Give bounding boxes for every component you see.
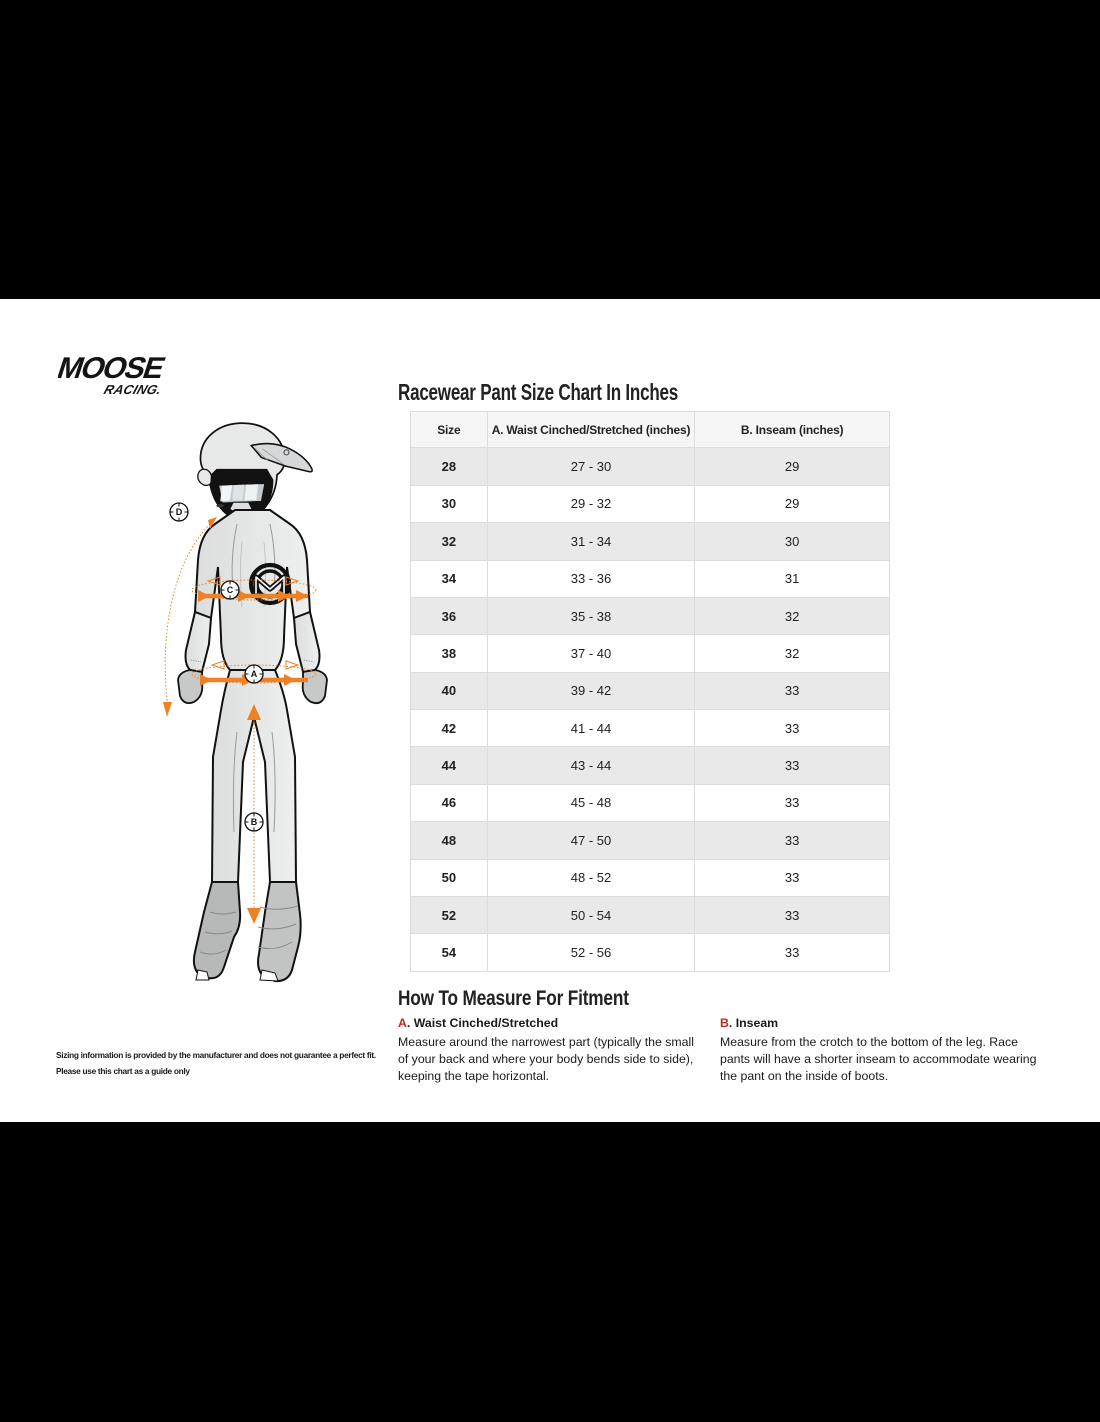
svg-text:A: A — [251, 669, 258, 679]
svg-text:C: C — [227, 585, 234, 595]
svg-text:MOOSE: MOOSE — [58, 351, 169, 385]
svg-text:B: B — [251, 817, 258, 827]
svg-text:D: D — [176, 507, 183, 517]
svg-text:RACING.: RACING. — [102, 382, 164, 397]
